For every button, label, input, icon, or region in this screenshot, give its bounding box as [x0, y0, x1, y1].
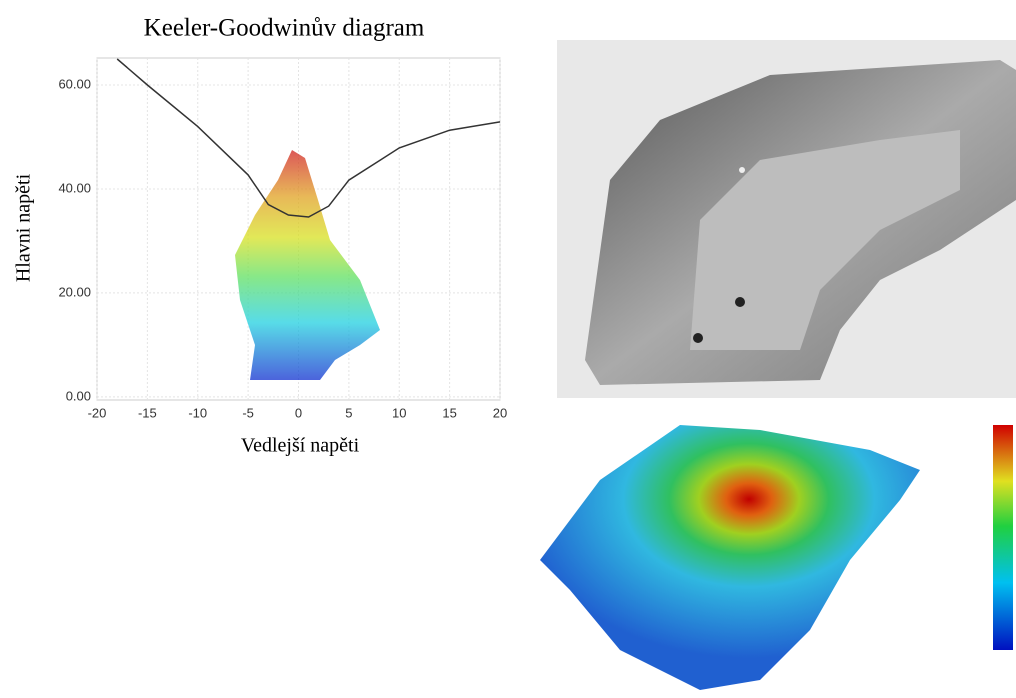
flc-chart: Keeler-Goodwinův diagram Vedlejší napěti…: [13, 15, 508, 457]
page: Keeler-Goodwinův diagram Vedlejší napěti…: [0, 0, 1016, 698]
y-tick-label: 0.00: [66, 388, 91, 403]
chart-title: Keeler-Goodwinův diagram: [144, 15, 425, 42]
x-tick-label: 5: [345, 405, 352, 420]
y-tick-label: 40.00: [58, 180, 91, 195]
x-tick-label: 20: [493, 405, 507, 420]
part-photo: [557, 40, 1016, 398]
x-tick-label: 15: [442, 405, 456, 420]
strain-cloud: [235, 150, 380, 380]
x-tick-label: -20: [88, 405, 107, 420]
y-tick-label: 20.00: [58, 284, 91, 299]
y-tick-label: 60.00: [58, 76, 91, 91]
y-axis-label: Hlavni napěti: [13, 173, 35, 282]
color-scale: [993, 425, 1013, 650]
x-tick-label: -10: [188, 405, 207, 420]
x-tick-label: -5: [242, 405, 254, 420]
strain-map: [540, 425, 1013, 690]
x-tick-label: 10: [392, 405, 406, 420]
x-tick-label: 0: [295, 405, 302, 420]
x-axis-label: Vedlejší napěti: [241, 435, 360, 457]
x-tick-label: -15: [138, 405, 157, 420]
